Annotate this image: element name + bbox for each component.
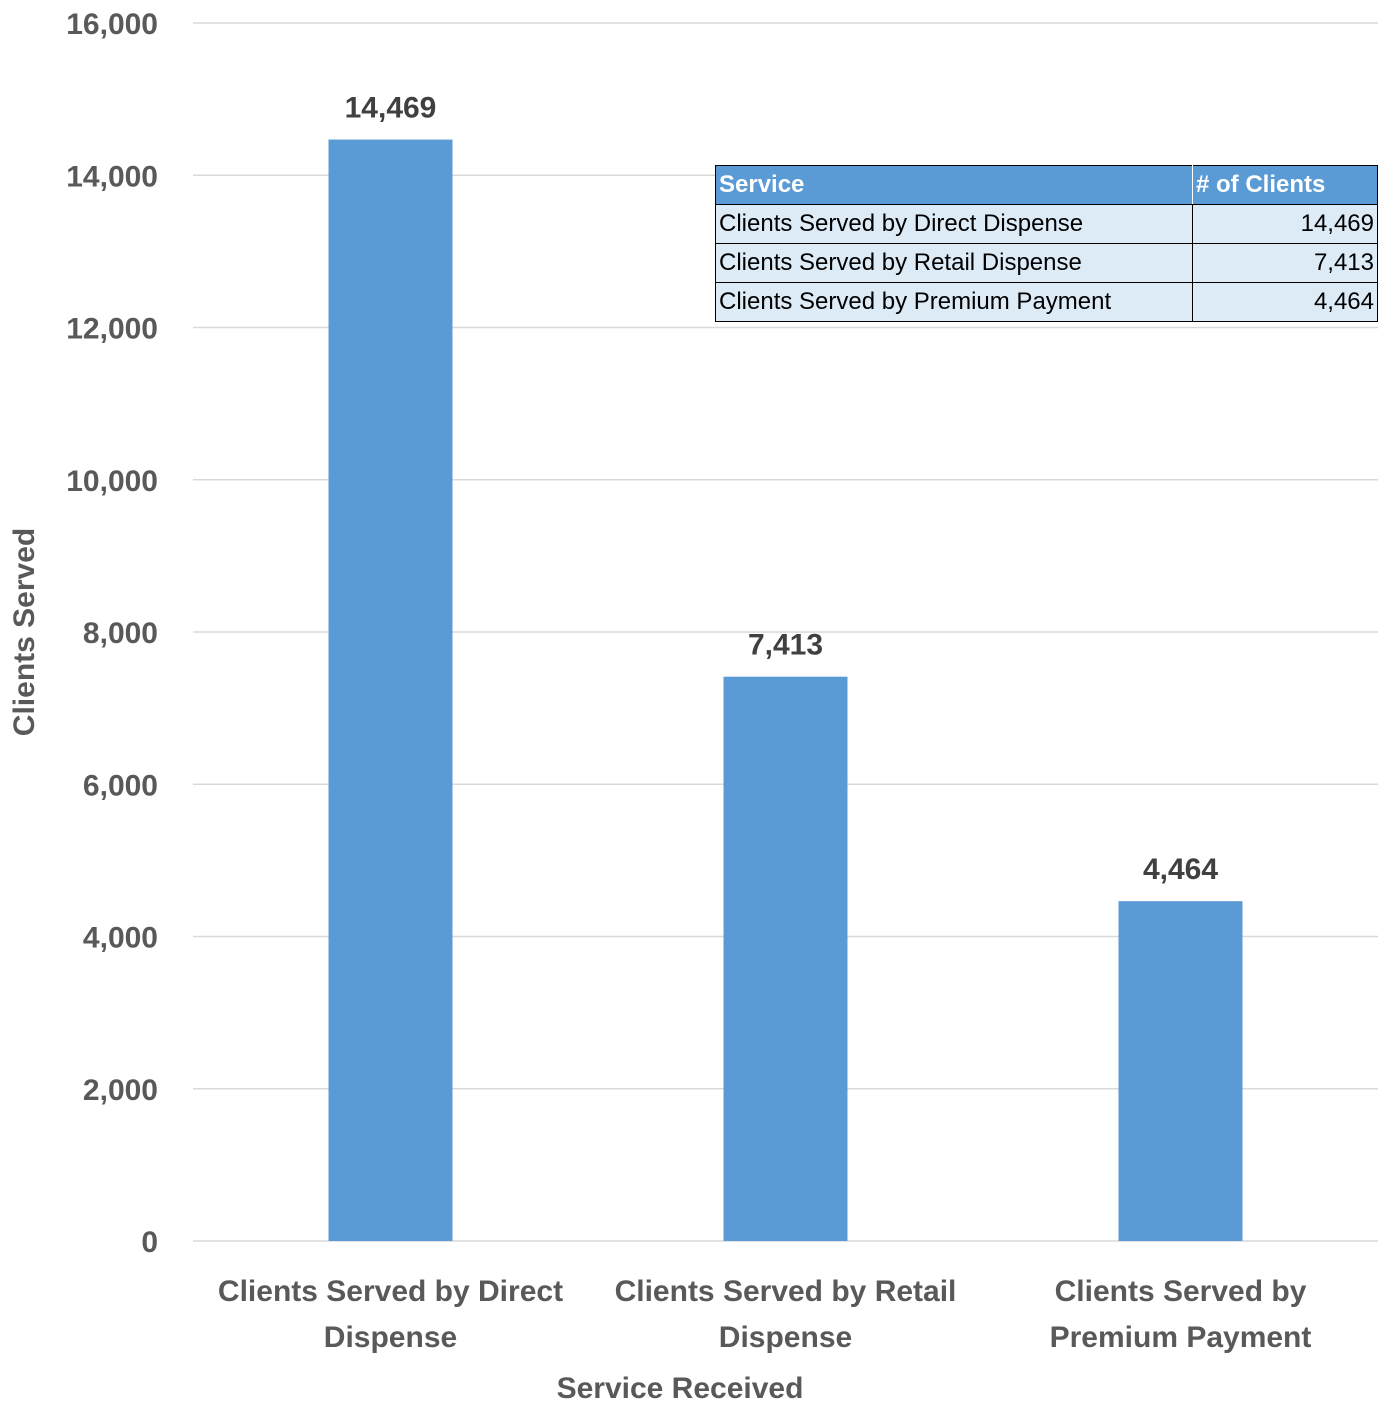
- table-cell-count: 14,469: [1192, 204, 1378, 244]
- table-cell-count: 4,464: [1192, 282, 1378, 322]
- table-cell-service: Clients Served by Premium Payment: [715, 282, 1193, 322]
- x-axis-categories: Clients Served by Direct Dispense Clients …: [218, 1275, 1311, 1354]
- data-label: 7,413: [748, 629, 823, 662]
- table-cell-service: Clients Served by Retail Dispense: [715, 243, 1193, 283]
- y-tick-label: 12,000: [66, 313, 158, 346]
- bars: [328, 139, 1243, 1242]
- y-tick-label: 0: [141, 1226, 158, 1259]
- x-category-label: Clients Served by Premium Payment: [1050, 1275, 1312, 1354]
- y-tick-label: 4,000: [83, 922, 158, 955]
- y-tick-label: 16,000: [66, 8, 158, 41]
- y-tick-label: 14,000: [66, 160, 158, 193]
- table-header-row: Service # of Clients: [715, 165, 1378, 205]
- bar: [1118, 901, 1243, 1241]
- table-cell-service: Clients Served by Direct Dispense: [715, 204, 1193, 244]
- y-tick-label: 2,000: [83, 1074, 158, 1107]
- x-category-label: Clients Served by Direct Dispense: [218, 1275, 563, 1354]
- data-table: Service # of Clients Clients Served by D…: [715, 165, 1378, 322]
- bar: [723, 676, 848, 1241]
- data-label: 4,464: [1143, 853, 1218, 886]
- y-tick-label: 6,000: [83, 769, 158, 802]
- data-labels: 14,469 7,413 4,464: [345, 92, 1219, 887]
- bar: [328, 139, 453, 1242]
- table-header-count: # of Clients: [1192, 165, 1378, 205]
- table-cell-count: 7,413: [1192, 243, 1378, 283]
- table-row: Clients Served by Premium Payment 4,464: [715, 282, 1378, 322]
- data-label: 14,469: [345, 92, 437, 125]
- table-row: Clients Served by Retail Dispense 7,413: [715, 243, 1378, 283]
- y-tick-label: 10,000: [66, 465, 158, 498]
- table-header-service: Service: [715, 165, 1193, 205]
- x-axis-title: Service Received: [557, 1372, 804, 1405]
- x-category-label: Clients Served by Retail Dispense: [615, 1275, 957, 1354]
- y-axis-title: Clients Served: [8, 528, 41, 736]
- y-axis-ticks: 0 2,000 4,000 6,000 8,000 10,000 12,000 14,000 1…: [66, 8, 158, 1259]
- table-row: Clients Served by Direct Dispense 14,469: [715, 204, 1378, 244]
- y-tick-label: 8,000: [83, 617, 158, 650]
